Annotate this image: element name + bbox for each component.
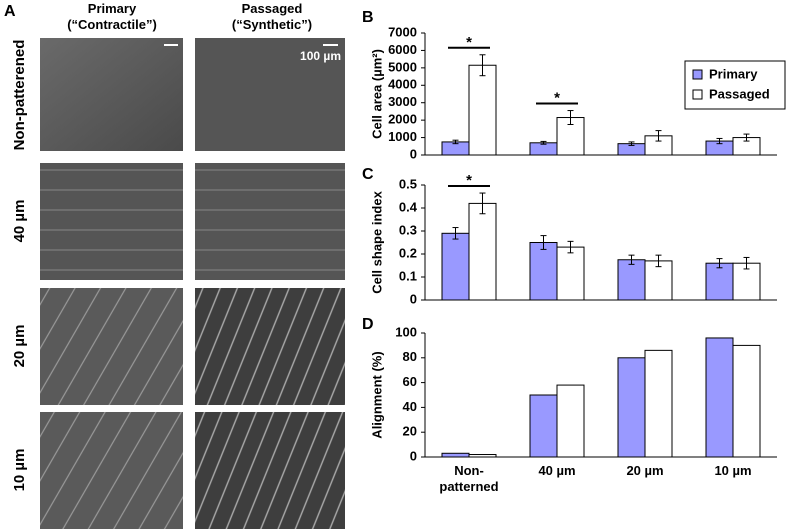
bar (468, 202, 497, 301)
error-bar (655, 130, 662, 142)
x-tick-label: 40 µm (538, 463, 576, 478)
error-bar (479, 192, 486, 215)
y-tick-label: 7000 (388, 24, 417, 39)
x-tick-label: 10 µm (714, 463, 752, 478)
panel-letter: D (362, 316, 374, 333)
bar (617, 357, 646, 458)
legend-swatch (692, 89, 703, 100)
scale-label: 100 µm (300, 49, 341, 63)
panel-letter: A (4, 3, 16, 20)
y-tick-label: 0 (410, 291, 417, 306)
row-label: Non-patterened (11, 40, 28, 151)
bar (617, 259, 646, 301)
y-tick-label: 80 (403, 349, 417, 364)
error-bar (743, 256, 750, 270)
error-bar (655, 254, 662, 268)
legend-swatch (692, 69, 703, 80)
y-tick-label: 0.5 (399, 176, 417, 191)
error-bar (628, 141, 635, 146)
error-bar (540, 140, 547, 145)
header-line: Primary (88, 1, 137, 16)
bar (732, 344, 761, 458)
micrograph (40, 38, 183, 151)
y-tick-label: 40 (403, 399, 417, 414)
y-axis-label: Cell area (µm²) (369, 49, 384, 139)
y-tick-label: 6000 (388, 42, 417, 57)
y-tick-label: 0 (410, 146, 417, 161)
bar (556, 246, 585, 301)
micrographs: 100 µm (40, 38, 345, 529)
y-tick-label: 1000 (388, 129, 417, 144)
error-bar (567, 240, 574, 254)
significance-mark: * (466, 172, 472, 189)
legend-box (684, 60, 786, 110)
significance-mark: * (554, 90, 560, 107)
column-header: Passaged (“Synthetic”) (232, 1, 312, 32)
header-line: (“Contractile”) (67, 17, 157, 32)
bar (468, 454, 497, 458)
y-axis-label: Cell shape index (369, 190, 384, 293)
y-tick-label: 20 (403, 424, 417, 439)
error-bar (716, 258, 723, 269)
y-tick-label: 60 (403, 374, 417, 389)
bar (705, 262, 734, 301)
significance-mark: * (466, 34, 472, 51)
bar (529, 394, 558, 458)
y-tick-label: 0.1 (399, 268, 417, 283)
y-tick-label: 0.4 (399, 199, 418, 214)
error-bar (716, 137, 723, 145)
bar (556, 384, 585, 458)
micrograph (40, 163, 183, 280)
x-tick-label: Non-patterned (439, 463, 499, 494)
y-tick-label: 2000 (388, 112, 417, 127)
bar (441, 232, 470, 301)
error-bar (540, 235, 547, 250)
micrograph (195, 38, 345, 151)
legend-label: Primary (709, 66, 758, 81)
y-tick-label: 3000 (388, 94, 417, 109)
header-line: Passaged (242, 1, 303, 16)
x-tick-label: 20 µm (626, 463, 664, 478)
row-label: 10 µm (11, 449, 28, 492)
error-bar (743, 133, 750, 142)
panel-letter: B (362, 9, 374, 26)
y-tick-label: 0.2 (399, 245, 417, 260)
header-line: (“Synthetic”) (232, 17, 312, 32)
panel-letter: C (362, 166, 374, 183)
error-bar (452, 227, 459, 240)
y-tick-label: 0 (410, 448, 417, 463)
row-label: 40 µm (11, 200, 28, 243)
bar (644, 349, 673, 458)
y-tick-label: 0.3 (399, 222, 417, 237)
y-tick-label: 100 (395, 324, 417, 339)
y-tick-label: 5000 (388, 59, 417, 74)
bar (705, 337, 734, 458)
y-axis-label: Alignment (%) (369, 351, 384, 438)
micrograph (195, 412, 345, 529)
micrograph (195, 288, 345, 405)
error-bar (479, 54, 486, 77)
error-bar (452, 139, 459, 145)
column-header: Primary (“Contractile”) (67, 1, 157, 32)
bar (441, 452, 470, 458)
micrograph (40, 412, 183, 529)
micrograph (195, 163, 345, 280)
y-tick-label: 4000 (388, 77, 417, 92)
error-bar (628, 254, 635, 265)
bar (529, 242, 558, 301)
row-label: 20 µm (11, 325, 28, 368)
error-bar (567, 110, 574, 125)
micrograph (40, 288, 183, 405)
legend-label: Passaged (709, 86, 770, 101)
bar (468, 64, 497, 156)
